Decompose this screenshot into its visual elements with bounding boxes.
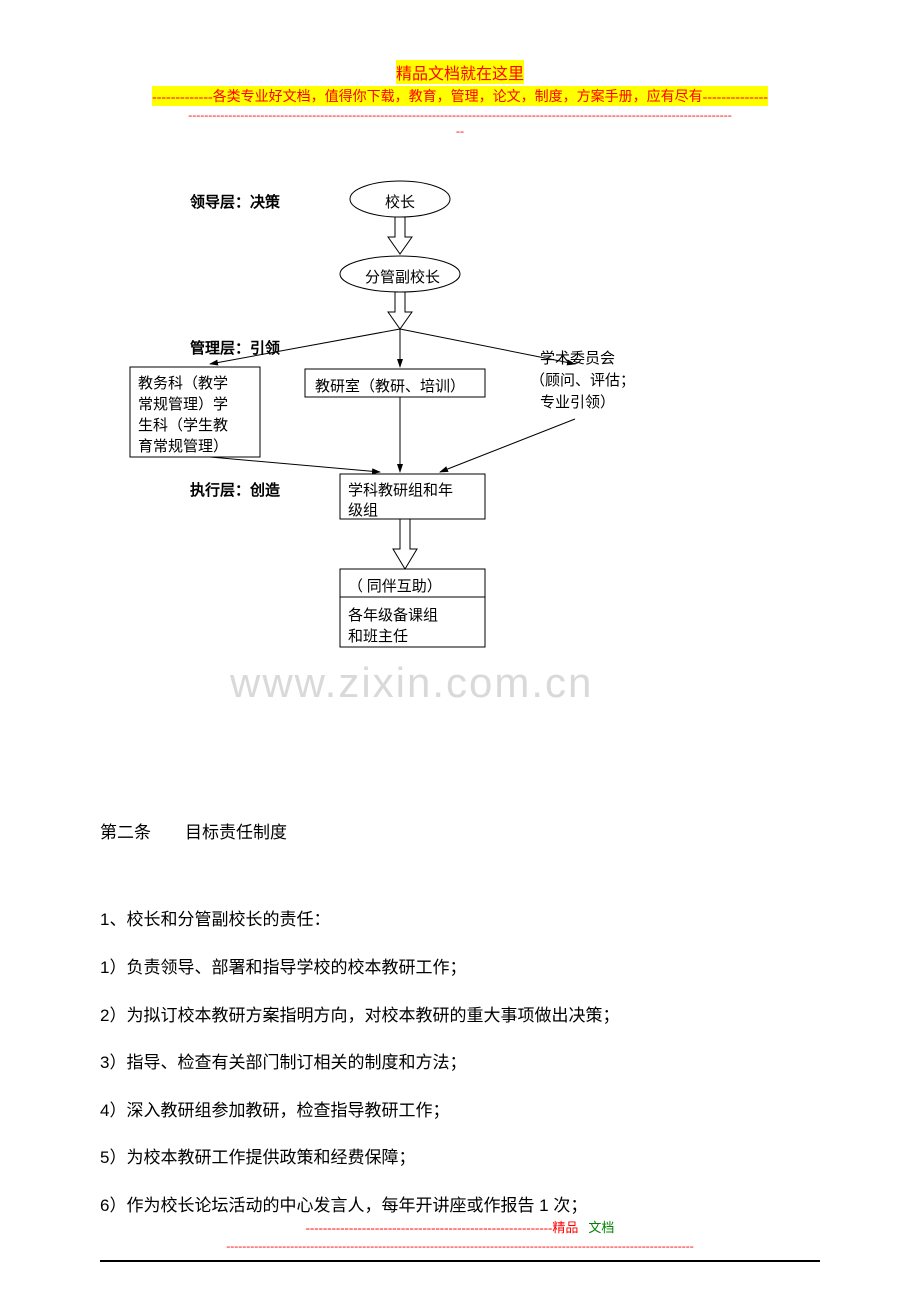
footer: ----------------------------------------… [0, 1217, 920, 1254]
node-jwk-l3: 生科（学生教 [138, 414, 228, 435]
bottom-border [100, 1260, 820, 1262]
header-subtitle: -------------各类专业好文档，值得你下载，教育，管理，论文，制度，方… [152, 86, 768, 106]
node-vice: 分管副校长 [365, 266, 440, 287]
header-dash-tail: -- [100, 124, 820, 138]
node-jwk-l2: 常规管理）学 [138, 393, 228, 414]
layer1-label: 领导层：决策 [190, 191, 280, 212]
node-bkz-l1: 各年级备课组 [348, 604, 438, 625]
content-line-4: 3）指导、检查有关部门制订相关的制度和方法； [100, 1039, 820, 1087]
node-tb: （ 同伴互助） [348, 575, 442, 596]
node-xswyh-l1: 学术委员会 [540, 347, 615, 368]
content-line-3: 2）为拟订校本教研方案指明方向，对校本教研的重大事项做出决策； [100, 992, 820, 1040]
node-xkjyz-l2: 级组 [348, 499, 378, 520]
node-principal: 校长 [385, 191, 415, 212]
node-jys: 教研室（教研、培训） [315, 375, 465, 396]
layer2-label: 管理层：引领 [190, 337, 280, 358]
watermark: www.zixin.com.cn [230, 659, 593, 707]
content-line-5: 4）深入教研组参加教研，检查指导教研工作； [100, 1087, 820, 1135]
layer3-label: 执行层：创造 [190, 479, 280, 500]
content-line-2: 1）负责领导、部署和指导学校的校本教研工作； [100, 944, 820, 992]
footer-jp: 精品 [552, 1220, 578, 1235]
content-body: 第二条 目标责任制度 1、校长和分管副校长的责任： 1）负责领导、部署和指导学校… [100, 809, 820, 1230]
node-jwk-l1: 教务科（教学 [138, 372, 228, 393]
header-dash: ----------------------------------------… [100, 108, 820, 122]
content-line-1: 1、校长和分管副校长的责任： [100, 896, 820, 944]
footer-dashes: ----------------------------------------… [306, 1220, 553, 1235]
content-line-6: 5）为校本教研工作提供政策和经费保障； [100, 1134, 820, 1182]
node-xkjyz-l1: 学科教研组和年 [348, 479, 453, 500]
node-xswyh-l2: （顾问、评估； [530, 369, 635, 390]
header-title: 精品文档就在这里 [396, 60, 524, 84]
section-title: 第二条 目标责任制度 [100, 809, 820, 857]
node-xswyh-l3: 专业引领） [540, 391, 615, 412]
node-jwk-l4: 育常规管理） [138, 435, 228, 456]
org-diagram: 领导层：决策 校长 分管副校长 管理层：引领 教务科（教学 常规管理）学 生科（… [100, 169, 820, 739]
footer-doc: 文档 [588, 1220, 614, 1235]
footer-line2: ----------------------------------------… [0, 1239, 920, 1254]
node-bkz-l2: 和班主任 [348, 625, 408, 646]
